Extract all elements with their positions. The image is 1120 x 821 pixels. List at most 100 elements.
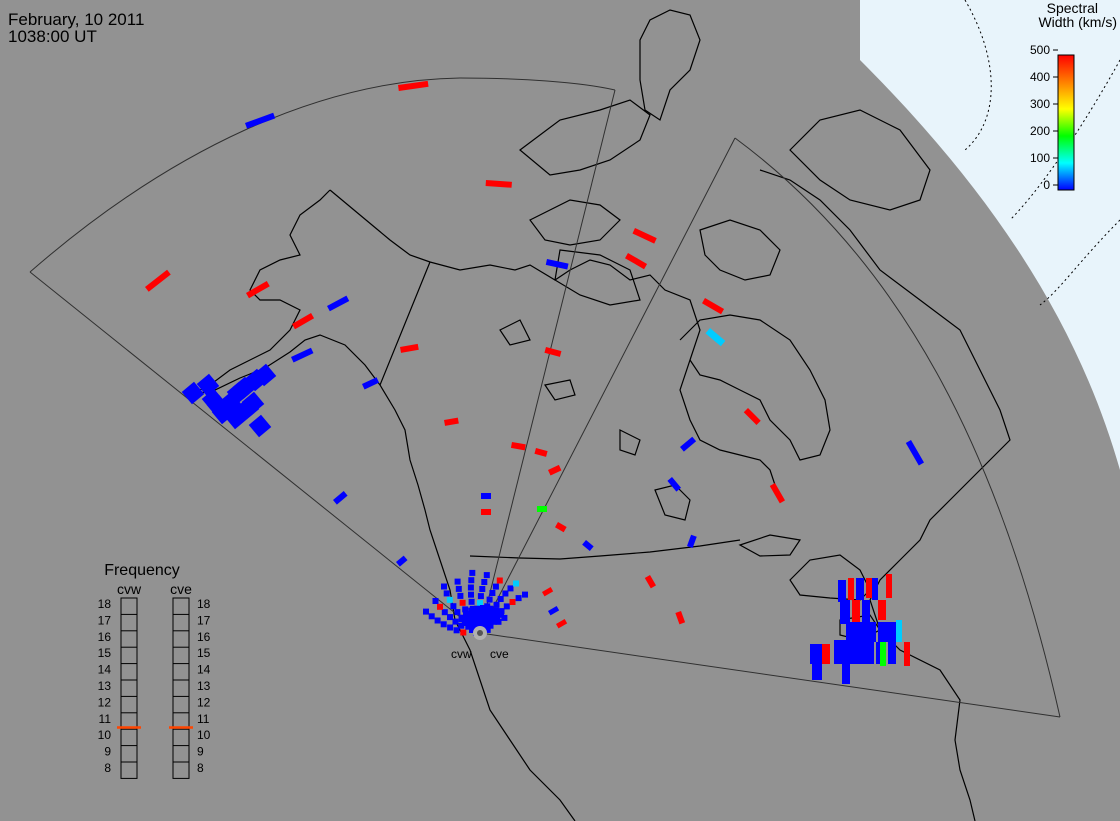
echo-cell [471,617,478,625]
polar-region [860,0,1120,470]
echo-cell [467,584,474,591]
echo-cell [509,599,516,605]
frequency-scale-left: 18 [98,597,112,611]
fov-east-edge [479,632,1061,718]
radar-label-west: cvw [451,647,472,661]
frequency-scale-left: 9 [104,745,111,759]
echo-cell [545,259,569,270]
frequency-column-east [172,597,190,779]
echo-cell [644,575,656,589]
echo-cell [457,592,464,599]
echo-cell [497,596,504,602]
time-label: 1038:00 UT [8,27,97,46]
echo-cell [246,281,270,299]
echo-cell [326,295,350,312]
us-canada-border [469,539,741,560]
echo-cell [465,615,473,623]
echo-cell [428,613,435,620]
echo-cell [469,569,476,576]
frequency-title: Frequency [104,562,180,579]
frequency-scale-right: 10 [197,728,211,742]
echo-cell [462,606,469,613]
echo-cell [486,596,493,603]
echo-cell [453,627,460,634]
date-label: February, 10 2011 [8,10,144,29]
alaska-canada-border [379,261,431,386]
frequency-scale-left: 17 [98,613,112,627]
echo-cell [904,642,910,666]
frequency-grid: 18 18 17 17 16 16 15 15 14 14 13 13 12 12 11 11 10 10 9 9 8 8 [98,597,211,779]
echo-cell [447,614,453,621]
echo-cell [452,618,459,625]
echo-cell [493,614,501,622]
echo-cell [625,252,648,270]
echo-cell [440,621,447,628]
echo-cell [468,607,476,615]
echo-cell [496,577,503,584]
echo-cell [680,436,697,452]
echo-cell [502,590,509,597]
frequency-scale-right: 8 [197,761,204,775]
echo-cell [878,600,886,620]
echo-cell [397,80,429,91]
echo-cell [840,600,850,624]
echo-cell [838,580,846,602]
echo-cell [479,610,486,617]
frequency-scale-left: 16 [98,630,112,644]
frequency-scale-right: 12 [197,695,211,709]
echo-cell [810,644,824,664]
echo-cell [361,377,380,390]
echo-cell [441,583,447,590]
latitude-circles [964,0,1120,306]
echo-cell [241,391,265,415]
echo-cell [458,615,466,622]
echo-cell [852,600,860,624]
echo-cell [468,598,475,605]
echo-cell [489,590,496,596]
colorbar-ticks: 500 400 300 200 100 0 [1030,43,1058,192]
radar-label-east: cve [490,647,509,661]
echo-cell [834,640,874,664]
echo-cell [447,624,454,631]
echo-cell [555,522,567,533]
echo-cells [144,80,924,684]
frequency-scale-left: 11 [99,712,112,726]
fov-east-inner [479,137,736,634]
echo-cell [482,615,490,623]
echo-cell [477,600,483,607]
echo-cell [769,483,785,504]
frequency-scale-left: 10 [98,728,112,742]
frequency-scale-right: 16 [197,630,211,644]
fov-outlines [29,77,1061,718]
fov-west-edge [29,271,481,634]
echo-cell [333,491,348,505]
fov-west-inner [479,89,616,634]
frequency-scale-left: 12 [98,695,112,709]
fov-east-arc [734,137,1061,718]
echo-cell [444,417,459,426]
echo-cell [548,464,562,476]
echo-cell [244,112,276,129]
echo-cell [248,414,272,438]
echo-cell [846,622,876,642]
echo-cell [489,617,497,625]
colorbar: Spectral Width (km/s) 500 400 300 200 100 0 [1030,0,1117,192]
echo-cell [544,346,562,357]
echo-cell [455,585,462,592]
echo-cell [582,539,594,552]
colorbar-tick-label: 400 [1030,70,1050,84]
echo-cell [454,609,461,616]
echo-cell [842,664,850,684]
echo-cell [497,610,504,618]
echo-cell [144,269,171,292]
echo-cell [474,615,482,623]
echo-cell [454,578,461,585]
echo-cell [503,603,510,610]
echo-cell [495,618,502,625]
echo-cell [488,611,496,619]
colorbar-title-line1: Spectral [1047,0,1098,16]
frequency-column-west [120,597,138,779]
echo-cell [446,596,453,603]
